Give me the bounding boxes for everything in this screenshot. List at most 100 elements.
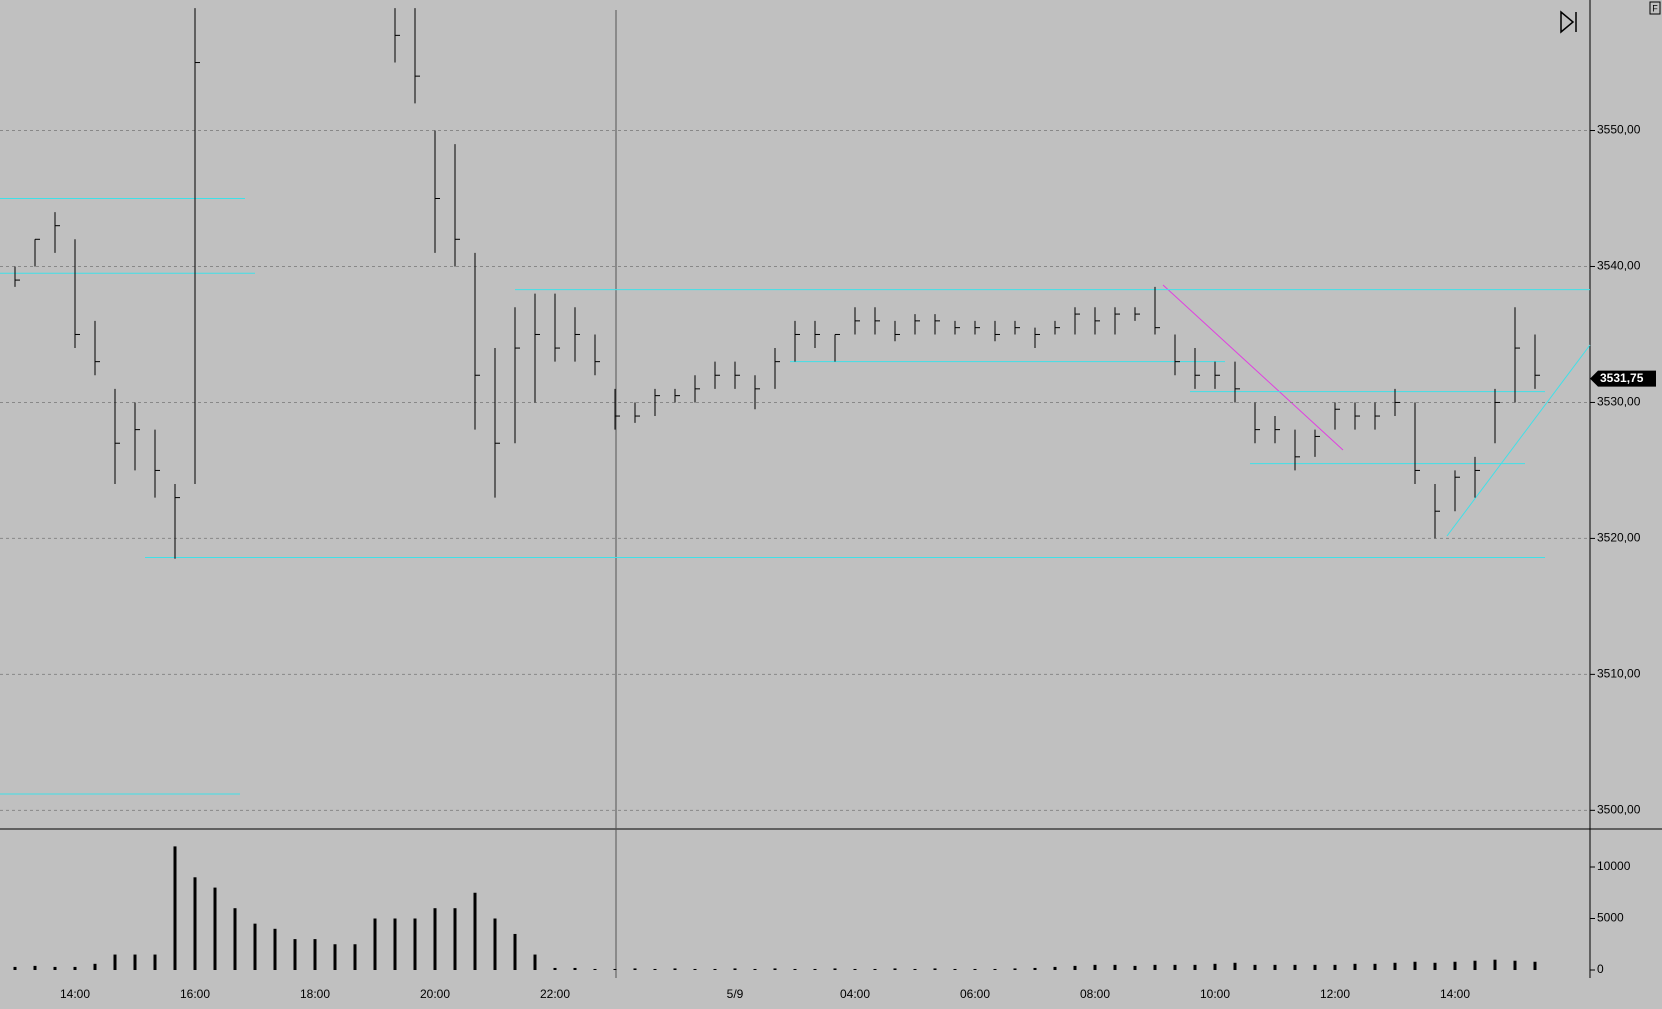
volume-bar <box>833 968 837 970</box>
volume-bar <box>773 968 777 970</box>
volume-bar <box>1013 968 1017 970</box>
volume-bar <box>813 968 817 970</box>
volume-bar <box>1133 965 1137 970</box>
volume-bar <box>1093 964 1097 970</box>
volume-bar <box>1453 961 1457 970</box>
volume-bar <box>753 968 757 970</box>
volume-bar <box>153 954 157 970</box>
volume-bar <box>1313 964 1317 970</box>
volume-bar <box>333 944 337 970</box>
volume-bar <box>1333 964 1337 970</box>
volume-bar <box>553 967 557 970</box>
volume-bar <box>1393 962 1397 970</box>
volume-bar <box>673 968 677 970</box>
x-tick-label: 16:00 <box>180 987 210 1001</box>
volume-bar <box>13 966 17 970</box>
x-tick-label: 10:00 <box>1200 987 1230 1001</box>
volume-bar <box>893 968 897 970</box>
x-tick-label: 06:00 <box>960 987 990 1001</box>
volume-bar <box>273 928 277 970</box>
volume-bar <box>613 968 617 970</box>
volume-bar <box>113 954 117 970</box>
y-tick-label: 3510,00 <box>1597 667 1641 681</box>
volume-bar <box>313 939 317 970</box>
play-icon[interactable] <box>1560 10 1577 34</box>
last-price-marker <box>1590 370 1656 387</box>
volume-bar <box>53 966 57 970</box>
y-tick-label: 3540,00 <box>1597 259 1641 273</box>
volume-bar <box>373 918 377 970</box>
y-tick-label: 3500,00 <box>1597 802 1641 816</box>
volume-bar <box>233 908 237 970</box>
volume-bar <box>1353 963 1357 970</box>
volume-bar <box>593 968 597 970</box>
volume-bar <box>953 968 957 970</box>
y-tick-label: 5000 <box>1597 911 1624 925</box>
y-tick-label: 3520,00 <box>1597 531 1641 545</box>
y-tick-label: 10000 <box>1597 859 1631 873</box>
volume-bar <box>133 954 137 970</box>
x-tick-label: 14:00 <box>60 987 90 1001</box>
volume-bar <box>1053 966 1057 970</box>
volume-bar <box>713 968 717 970</box>
volume-bar <box>73 966 77 970</box>
volume-bar <box>1293 964 1297 970</box>
trend-line <box>1162 284 1344 451</box>
volume-bar <box>1473 960 1477 970</box>
volume-bar <box>393 918 397 970</box>
volume-bar <box>1493 959 1497 970</box>
trend-line <box>1446 344 1591 537</box>
volume-bar <box>1193 964 1197 970</box>
volume-bar <box>973 968 977 970</box>
volume-bar <box>1233 962 1237 970</box>
volume-bar <box>433 908 437 970</box>
x-tick-label: 5/9 <box>727 987 744 1001</box>
volume-bar <box>1173 964 1177 970</box>
volume-bar <box>913 968 917 970</box>
corner-box <box>1649 1 1661 15</box>
volume-bar <box>1253 964 1257 970</box>
volume-bar <box>353 944 357 970</box>
volume-bar <box>1033 967 1037 970</box>
volume-bar <box>733 968 737 970</box>
y-tick-label: 3550,00 <box>1597 123 1641 137</box>
volume-bar <box>873 968 877 970</box>
volume-bar <box>173 846 177 970</box>
x-tick-label: 04:00 <box>840 987 870 1001</box>
volume-bar <box>693 968 697 970</box>
x-tick-label: 22:00 <box>540 987 570 1001</box>
volume-bar <box>493 918 497 970</box>
volume-bar <box>573 967 577 970</box>
volume-bar <box>1433 962 1437 970</box>
volume-bar <box>1213 963 1217 970</box>
volume-bar <box>253 923 257 970</box>
volume-bar <box>93 963 97 970</box>
price-panel <box>0 8 1590 811</box>
volume-bar <box>193 877 197 970</box>
volume-bar <box>1413 961 1417 970</box>
x-tick-label: 12:00 <box>1320 987 1350 1001</box>
volume-bar <box>1073 965 1077 970</box>
y-tick-label: 3530,00 <box>1597 395 1641 409</box>
volume-bar <box>933 968 937 970</box>
x-tick-label: 14:00 <box>1440 987 1470 1001</box>
volume-bar <box>653 968 657 970</box>
volume-bar <box>413 918 417 970</box>
last-price-label: 3531,75 <box>1600 371 1644 385</box>
x-tick-label: 20:00 <box>420 987 450 1001</box>
volume-bar <box>1153 964 1157 970</box>
volume-bar <box>1113 964 1117 970</box>
volume-bar <box>1273 964 1277 970</box>
volume-bar <box>853 968 857 970</box>
volume-bar <box>513 933 517 970</box>
volume-bar <box>793 968 797 970</box>
x-tick-label: 08:00 <box>1080 987 1110 1001</box>
y-tick-label: 0 <box>1597 962 1604 976</box>
volume-bar <box>533 954 537 970</box>
corner-label: F <box>1652 3 1658 13</box>
volume-bar <box>1373 963 1377 970</box>
volume-bar <box>453 908 457 970</box>
volume-bar <box>993 968 997 970</box>
